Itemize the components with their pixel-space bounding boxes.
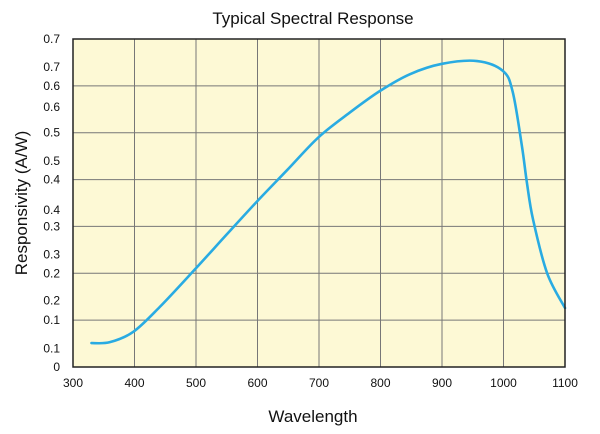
y-tick-label: 0.3: [43, 219, 60, 233]
x-tick-label: 800: [370, 376, 390, 390]
y-tick-label: 0.1: [43, 313, 60, 327]
y-axis-ticks: 0.7 0.7 0.6 0.6 0.5 0.5 0.4 0.4 0.3 0.3 0.2 0.2 0.1 0…: [43, 32, 60, 374]
x-tick-label: 300: [63, 376, 83, 390]
x-tick-label: 500: [186, 376, 206, 390]
y-tick-label: 0: [53, 360, 60, 374]
x-tick-label: 600: [247, 376, 267, 390]
y-tick-label: 0.2: [43, 266, 60, 280]
y-tick-label: 0.5: [43, 154, 60, 168]
x-tick-label: 1000: [490, 376, 517, 390]
chart-title: Typical Spectral Response: [212, 9, 413, 28]
x-axis-ticks: 300 400 500 600 700 800 900 1000 1100: [63, 376, 578, 390]
y-tick-label: 0.4: [43, 173, 60, 187]
x-tick-label: 900: [432, 376, 452, 390]
x-axis-label: Wavelength: [268, 407, 357, 426]
series-line-responsivity: [90, 59, 567, 345]
y-tick-label: 0.7: [43, 32, 60, 46]
y-axis-label: Responsivity (A/W): [12, 131, 31, 276]
y-tick-label: 0.7: [43, 60, 60, 74]
y-tick-label: 0.1: [43, 341, 60, 355]
y-tick-label: 0.3: [43, 248, 60, 262]
x-tick-label: 400: [124, 376, 144, 390]
y-tick-label: 0.6: [43, 79, 60, 93]
y-tick-label: 0.5: [43, 126, 60, 140]
plot-border: [72, 38, 566, 368]
y-tick-label: 0.2: [43, 293, 60, 307]
y-tick-label: 0.4: [43, 203, 60, 217]
x-tick-label: 1100: [552, 376, 578, 390]
y-tick-label: 0.6: [43, 100, 60, 114]
x-tick-label: 700: [309, 376, 329, 390]
